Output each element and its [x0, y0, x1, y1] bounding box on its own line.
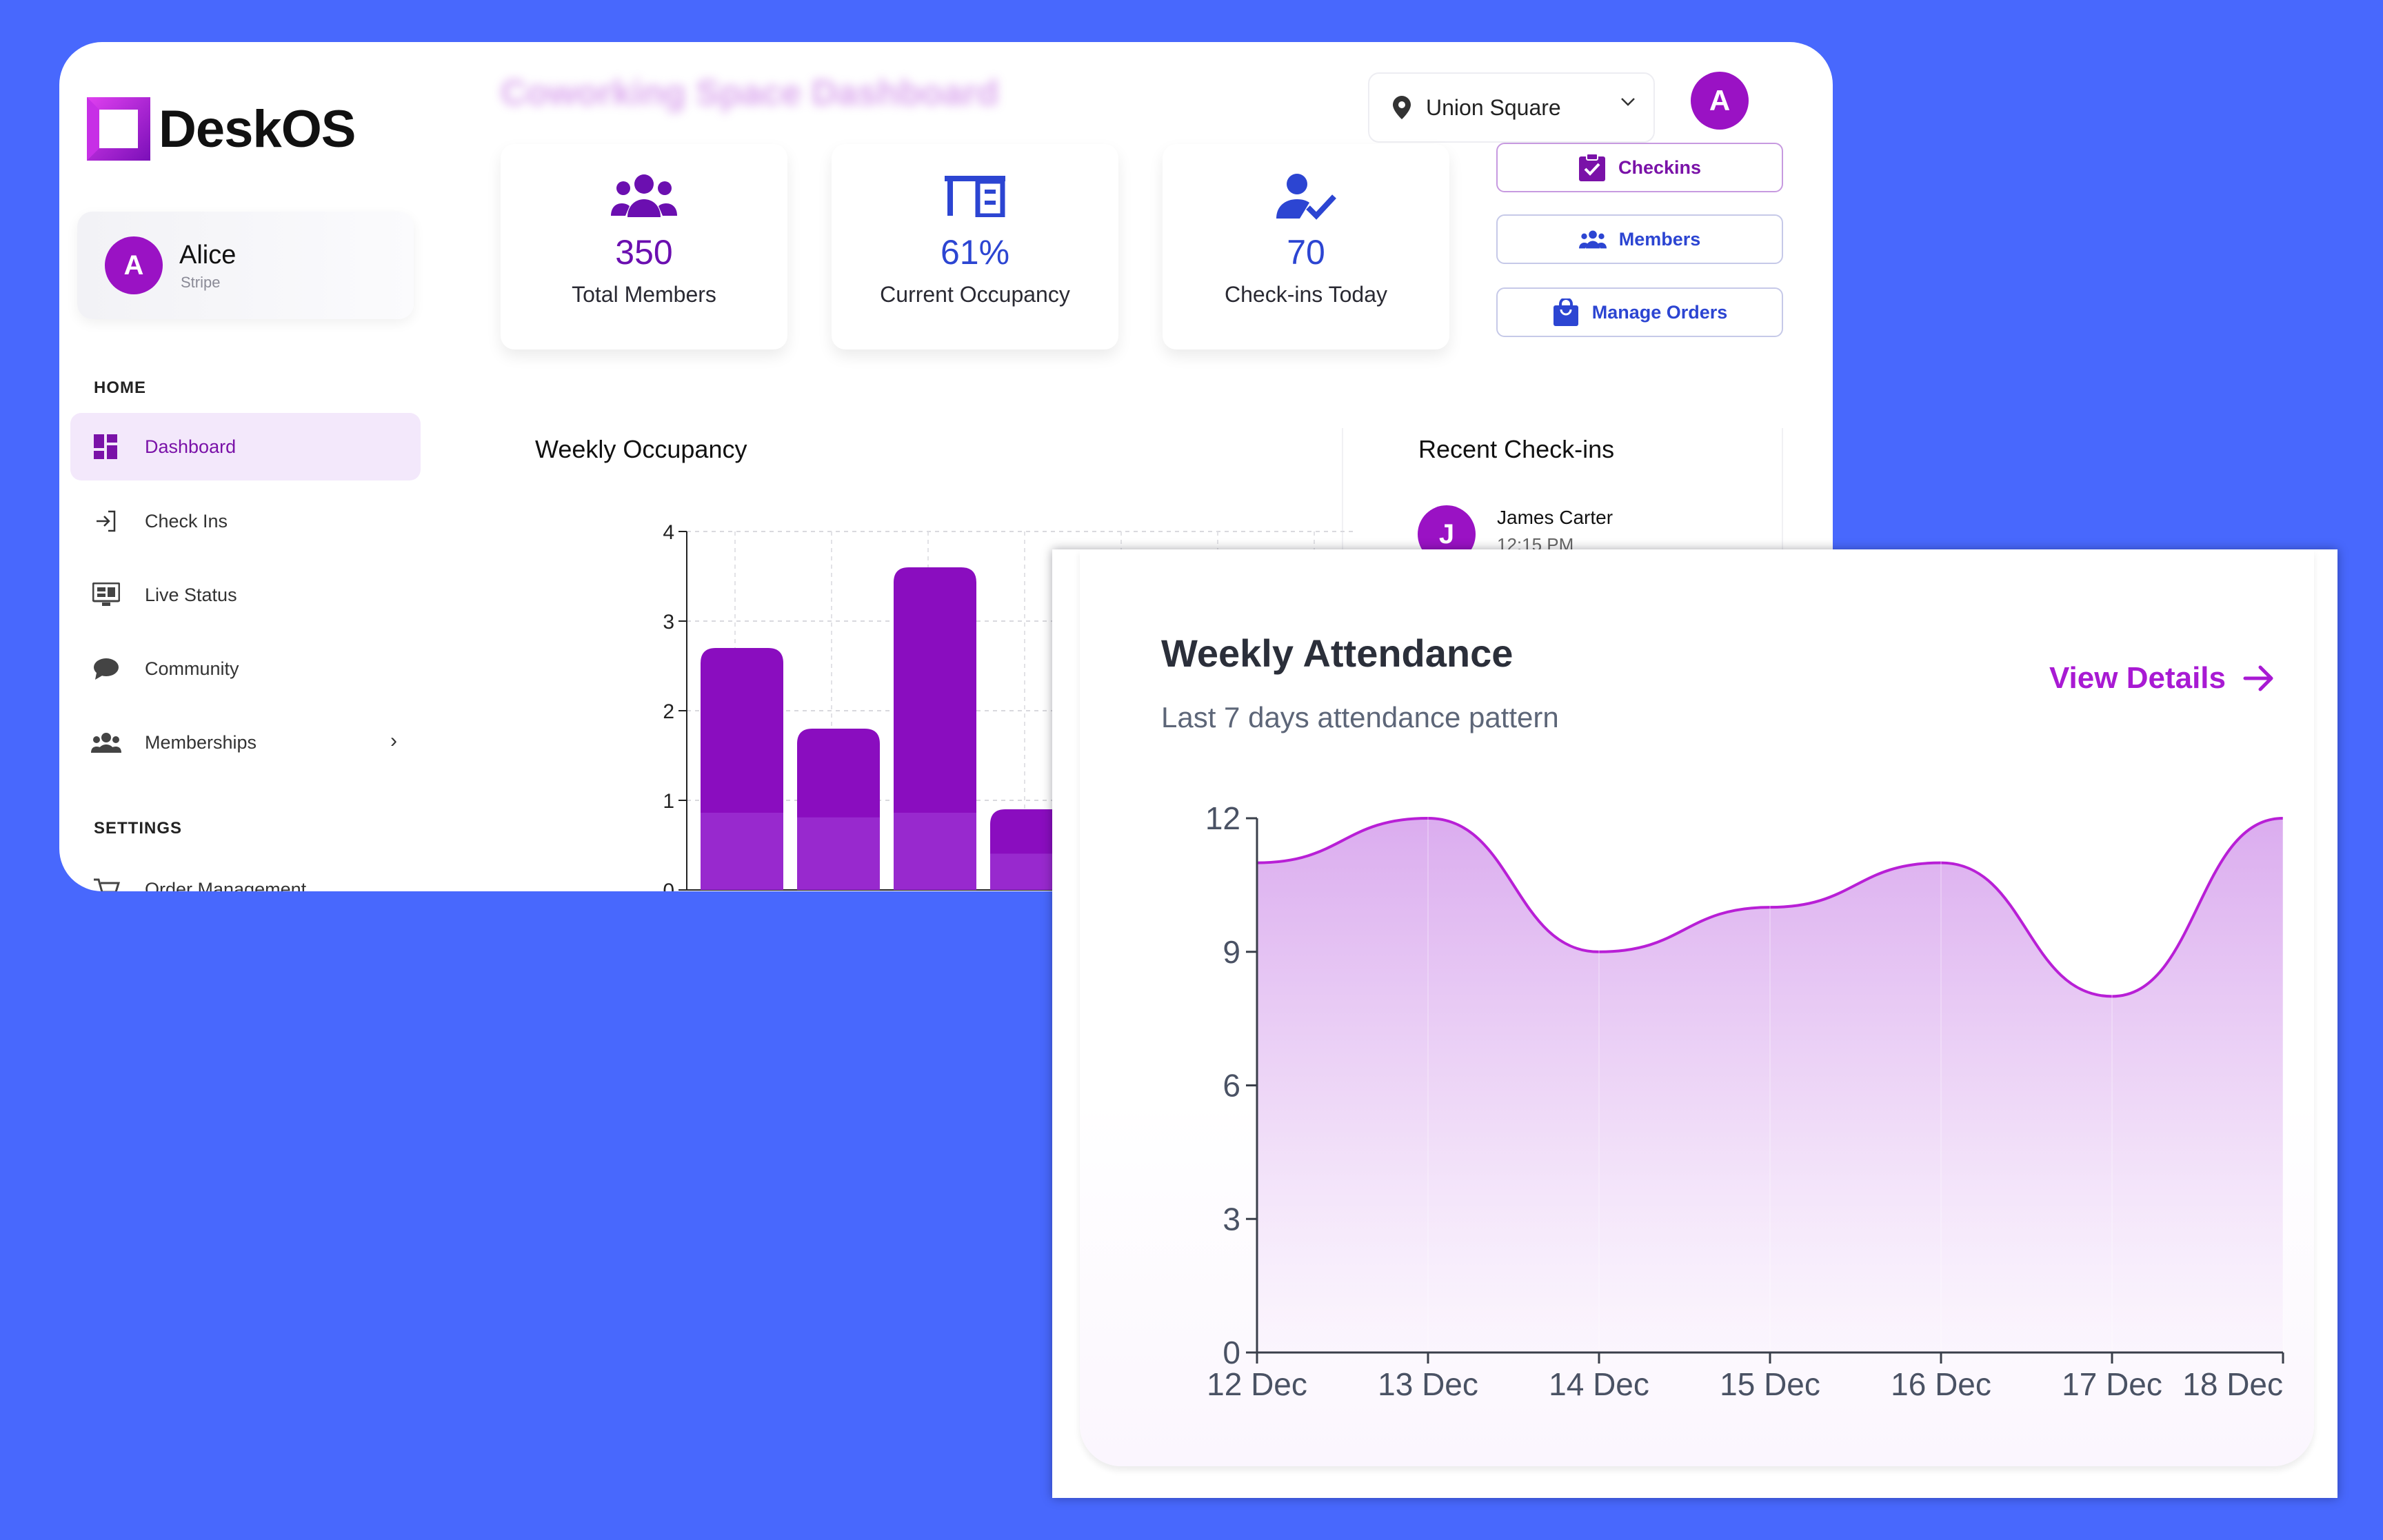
group-icon — [1578, 225, 1607, 253]
location-pin-icon — [1393, 96, 1411, 119]
stat-card-check-ins-today: 70 Check-ins Today — [1163, 144, 1449, 349]
header-avatar[interactable]: A — [1691, 72, 1749, 130]
y-tick-label: 0 — [1223, 1335, 1240, 1370]
y-tick-label: 12 — [1205, 800, 1240, 836]
check-in-icon — [91, 506, 121, 536]
x-tick-label: 13 Dec — [1378, 1366, 1478, 1402]
weekly-attendance-chart: 0 3 6 9 12 12 Dec 13 Dec 14 Dec 15 Dec 16 Dec 17 D… — [1205, 777, 2284, 1402]
members-button-label: Members — [1618, 228, 1701, 250]
monitor-icon — [91, 580, 121, 610]
app-logo[interactable]: DeskOS — [87, 97, 356, 161]
location-select[interactable]: Union Square — [1368, 72, 1655, 143]
attendance-line — [1256, 816, 2284, 998]
sidebar-item-dashboard[interactable]: Dashboard — [70, 413, 421, 480]
sidebar-item-order-management[interactable]: Order Management — [70, 855, 421, 891]
bar-fri — [701, 648, 783, 890]
y-tick-label: 2 — [663, 700, 674, 723]
attendance-area — [1257, 818, 2283, 1352]
checkin-name[interactable]: James Carter — [1497, 507, 1613, 528]
sidebar-item-memberships[interactable]: Memberships › — [70, 709, 421, 776]
user-organization: Stripe — [181, 274, 221, 291]
stat-value: 61% — [940, 233, 1010, 272]
stat-card-total-members: 350 Total Members — [501, 144, 787, 349]
sidebar-item-label: Live Status — [145, 584, 237, 605]
members-button[interactable]: Members — [1496, 214, 1783, 264]
stat-card-current-occupancy: 61% Current Occupancy — [832, 144, 1118, 349]
x-tick-label: 12 Dec — [1207, 1366, 1307, 1402]
bar-sat — [797, 729, 880, 890]
bar-base — [797, 817, 880, 890]
group-icon — [501, 173, 787, 223]
arrow-right-icon — [2243, 665, 2273, 691]
x-tick-label: 14 Dec — [1549, 1366, 1649, 1402]
dashboard-window: DeskOS A Alice Stripe HOME Dashboard Che… — [59, 42, 1833, 891]
bar-base — [894, 813, 976, 890]
recent-checkins-title: Recent Check-ins — [1418, 435, 1615, 463]
user-avatar: A — [105, 236, 163, 294]
y-tick-label: 1 — [663, 790, 674, 813]
weekly-attendance-panel: Weekly Attendance Last 7 days attendance… — [1080, 549, 2314, 1466]
app-name: DeskOS — [159, 99, 356, 159]
sidebar-item-label: Community — [145, 658, 239, 679]
logo-mark-icon — [87, 97, 150, 161]
sidebar-item-check-ins[interactable]: Check Ins — [70, 487, 421, 555]
page-title: Coworking Space Dashboard — [501, 73, 999, 113]
stat-label: Total Members — [572, 282, 716, 307]
y-tick-label: 3 — [1223, 1201, 1240, 1237]
weekly-occupancy-title: Weekly Occupancy — [535, 435, 747, 463]
chat-bubble-icon — [91, 654, 121, 684]
stat-value: 70 — [1287, 233, 1325, 272]
sidebar-item-community[interactable]: Community — [70, 635, 421, 702]
stat-label: Current Occupancy — [880, 282, 1070, 307]
bar-sun — [894, 567, 976, 890]
weekly-attendance-title: Weekly Attendance — [1161, 631, 1514, 675]
checkins-button-label: Checkins — [1618, 156, 1702, 178]
bar — [894, 567, 976, 890]
manage-orders-button-label: Manage Orders — [1591, 301, 1728, 323]
y-tick-label: 9 — [1223, 934, 1240, 970]
sidebar-item-live-status[interactable]: Live Status — [70, 561, 421, 629]
y-tick-label: 4 — [663, 521, 674, 544]
desk-icon — [832, 173, 1118, 223]
checkins-button[interactable]: Checkins — [1496, 143, 1783, 192]
view-details-label: View Details — [2049, 661, 2226, 695]
shopping-bag-icon — [1552, 298, 1580, 326]
chevron-down-icon — [1620, 97, 1636, 107]
dashboard-icon — [91, 432, 121, 462]
x-tick-label: 16 Dec — [1891, 1366, 1991, 1402]
clipboard-check-icon — [1578, 154, 1606, 181]
x-tick-label: 15 Dec — [1720, 1366, 1820, 1402]
bar-base — [701, 813, 783, 890]
user-name: Alice — [179, 241, 237, 270]
y-tick-label: 0 — [663, 880, 674, 891]
user-profile-card[interactable]: A Alice Stripe — [77, 212, 414, 319]
x-tick-label: 17 Dec — [2062, 1366, 2162, 1402]
sidebar-section-home: HOME — [94, 378, 146, 397]
chevron-right-icon: › — [390, 729, 397, 752]
weekly-attendance-card: Weekly Attendance Last 7 days attendance… — [1052, 549, 2337, 1498]
sidebar-section-settings: SETTINGS — [94, 819, 183, 838]
user-check-icon — [1163, 173, 1449, 223]
x-tick-label: 18 Dec — [2182, 1366, 2283, 1402]
sidebar-item-label: Dashboard — [145, 436, 237, 457]
view-details-link[interactable]: View Details — [2049, 661, 2275, 696]
people-icon — [91, 727, 121, 758]
stat-value: 350 — [615, 233, 673, 272]
y-tick-label: 6 — [1223, 1068, 1240, 1104]
manage-orders-button[interactable]: Manage Orders — [1496, 287, 1783, 337]
cart-icon — [91, 874, 121, 891]
stat-label: Check-ins Today — [1225, 282, 1387, 307]
y-tick-label: 3 — [663, 611, 674, 634]
sidebar-item-label: Check Ins — [145, 510, 228, 531]
sidebar-item-label: Order Management — [145, 878, 307, 892]
location-value: Union Square — [1426, 94, 1561, 120]
weekly-attendance-subtitle: Last 7 days attendance pattern — [1161, 701, 1559, 733]
sidebar-item-label: Memberships — [145, 731, 257, 753]
